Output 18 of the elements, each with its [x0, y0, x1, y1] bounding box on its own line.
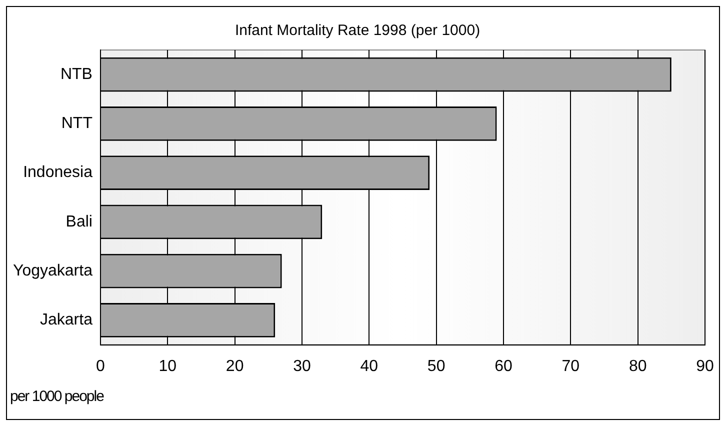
- x-tick-label: 70: [562, 358, 580, 375]
- x-tick-label: 10: [158, 358, 177, 375]
- x-tick-label: 30: [293, 358, 311, 375]
- y-tick-label: Bali: [66, 213, 92, 230]
- chart-title: Infant Mortality Rate 1998 (per 1000): [234, 22, 480, 40]
- y-tick-label: NTT: [61, 115, 93, 132]
- x-tick-label: 20: [226, 358, 244, 375]
- x-axis-title: per 1000 people: [10, 388, 104, 405]
- y-tick-label: NTB: [60, 66, 92, 83]
- y-tick-label: Yogyakarta: [13, 262, 93, 280]
- x-tick-label: 50: [427, 358, 446, 375]
- x-tick-label: 60: [494, 358, 512, 375]
- x-tick-label: 0: [96, 358, 106, 375]
- y-tick-label: Indonesia: [23, 164, 93, 182]
- x-tick-label: 40: [360, 358, 378, 375]
- y-tick-label: Jakarta: [40, 312, 93, 329]
- x-tick-label: 80: [628, 358, 647, 375]
- x-tick-label: 90: [696, 358, 714, 375]
